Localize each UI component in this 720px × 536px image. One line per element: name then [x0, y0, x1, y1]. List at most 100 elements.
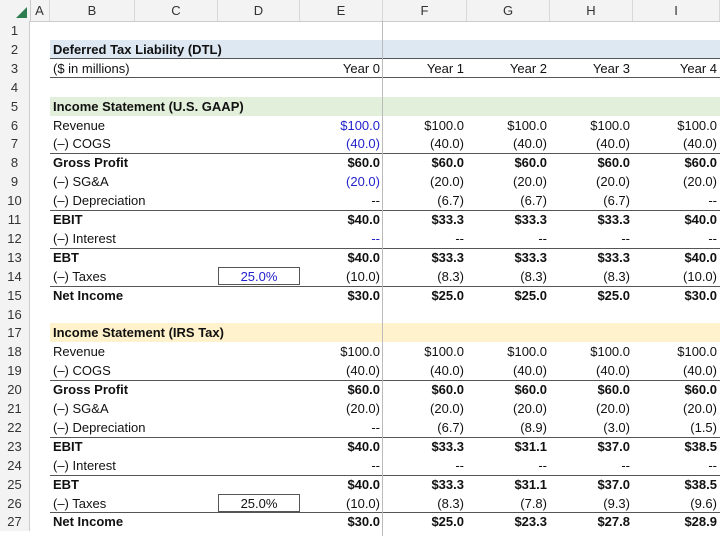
tax-rate-input[interactable]: 25.0%	[218, 266, 300, 285]
value-cell[interactable]: --	[708, 457, 717, 473]
value-cell[interactable]: --	[708, 193, 717, 209]
row-header-21[interactable]: 21	[0, 399, 30, 418]
row-header-13[interactable]: 13	[0, 247, 30, 267]
tax-rate-input[interactable]: 25.0%	[218, 493, 300, 512]
value-cell[interactable]: --	[621, 457, 630, 473]
value-cell[interactable]: --	[371, 419, 380, 435]
value-cell[interactable]: (20.0)	[430, 401, 464, 416]
title-cell[interactable]: Deferred Tax Liability (DTL)	[53, 41, 222, 57]
year-header-cell[interactable]: Year 4	[679, 60, 717, 76]
row-header-20[interactable]: 20	[0, 380, 30, 400]
value-cell[interactable]: $100.0	[507, 344, 547, 360]
value-cell[interactable]: $100.0	[677, 344, 717, 360]
value-cell[interactable]: $60.0	[431, 155, 464, 171]
row-label[interactable]: Revenue	[53, 344, 106, 360]
row-header-2[interactable]: 2	[0, 39, 30, 59]
value-cell[interactable]: (40.0)	[596, 136, 630, 152]
units-cell[interactable]: ($ in millions)	[53, 60, 130, 76]
row-header-8[interactable]: 8	[0, 153, 30, 173]
value-cell[interactable]: $60.0	[597, 382, 630, 398]
row-label[interactable]: EBIT	[53, 438, 83, 454]
value-cell[interactable]: (20.0)	[683, 174, 717, 190]
value-cell[interactable]: $25.0	[514, 287, 547, 303]
column-header-G[interactable]: G	[467, 0, 550, 21]
value-cell[interactable]: $33.3	[514, 212, 547, 227]
value-cell[interactable]: --	[538, 457, 547, 473]
row-header-10[interactable]: 10	[0, 191, 30, 211]
row-header-26[interactable]: 26	[0, 493, 30, 513]
value-cell[interactable]: (8.3)	[437, 495, 464, 511]
row-header-16[interactable]: 16	[0, 304, 30, 324]
value-cell[interactable]: $40.0	[684, 212, 717, 227]
row-header-1[interactable]: 1	[0, 21, 30, 40]
section-header[interactable]: Income Statement (IRS Tax)	[53, 325, 224, 341]
row-header-19[interactable]: 19	[0, 361, 30, 381]
value-cell[interactable]: $33.3	[431, 438, 464, 454]
row-header-27[interactable]: 27	[0, 512, 30, 532]
value-cell[interactable]: $30.0	[684, 287, 717, 303]
column-header-C[interactable]: C	[135, 0, 218, 21]
value-cell[interactable]: $100.0	[424, 344, 464, 360]
value-cell[interactable]: --	[455, 457, 464, 473]
value-cell[interactable]: $40.0	[347, 438, 380, 454]
value-cell[interactable]: (20.0)	[513, 174, 547, 190]
value-cell[interactable]: (40.0)	[683, 363, 717, 379]
value-cell[interactable]: $33.3	[597, 249, 630, 265]
row-label[interactable]: (–) Depreciation	[53, 419, 146, 435]
row-label[interactable]: EBT	[53, 249, 79, 265]
value-cell[interactable]: (20.0)	[596, 401, 630, 416]
row-header-15[interactable]: 15	[0, 285, 30, 305]
value-cell[interactable]: $30.0	[347, 287, 380, 303]
value-cell[interactable]: (20.0)	[346, 401, 380, 416]
value-cell[interactable]: --	[371, 230, 380, 246]
column-header-I[interactable]: I	[633, 0, 720, 21]
value-cell[interactable]: --	[621, 230, 630, 246]
row-label[interactable]: (–) Depreciation	[53, 193, 146, 209]
value-cell[interactable]: $60.0	[684, 382, 717, 398]
value-cell[interactable]: (40.0)	[346, 136, 380, 152]
column-header-B[interactable]: B	[50, 0, 135, 21]
section-header[interactable]: Income Statement (U.S. GAAP)	[53, 98, 244, 114]
value-cell[interactable]: $100.0	[424, 117, 464, 133]
value-cell[interactable]: (8.3)	[603, 268, 630, 284]
value-cell[interactable]: $40.0	[684, 249, 717, 265]
value-cell[interactable]: (40.0)	[596, 363, 630, 379]
select-all-corner[interactable]	[0, 0, 31, 21]
value-cell[interactable]: $33.3	[431, 212, 464, 227]
value-cell[interactable]: (40.0)	[430, 363, 464, 379]
value-cell[interactable]: (6.7)	[603, 193, 630, 209]
row-label[interactable]: (–) Taxes	[53, 495, 107, 511]
value-cell[interactable]: $31.1	[514, 438, 547, 454]
row-label[interactable]: EBT	[53, 476, 79, 492]
value-cell[interactable]: $100.0	[590, 344, 630, 360]
value-cell[interactable]: $33.3	[431, 476, 464, 492]
year-header-cell[interactable]: Year 2	[509, 60, 547, 76]
value-cell[interactable]: $60.0	[597, 155, 630, 171]
row-label[interactable]: Gross Profit	[53, 155, 129, 171]
value-cell[interactable]: $40.0	[347, 249, 380, 265]
value-cell[interactable]: (20.0)	[683, 401, 717, 416]
value-cell[interactable]: $60.0	[514, 155, 547, 171]
value-cell[interactable]: --	[708, 230, 717, 246]
row-header-7[interactable]: 7	[0, 134, 30, 154]
value-cell[interactable]: (20.0)	[513, 401, 547, 416]
row-header-17[interactable]: 17	[0, 323, 30, 343]
column-header-F[interactable]: F	[383, 0, 467, 21]
row-header-22[interactable]: 22	[0, 417, 30, 437]
value-cell[interactable]: (6.7)	[437, 193, 464, 209]
row-label[interactable]: Net Income	[53, 287, 124, 303]
row-label[interactable]: (–) COGS	[53, 363, 111, 379]
value-cell[interactable]: (9.3)	[603, 495, 630, 511]
value-cell[interactable]: $60.0	[431, 382, 464, 398]
row-header-12[interactable]: 12	[0, 228, 30, 248]
value-cell[interactable]: $40.0	[347, 212, 380, 227]
value-cell[interactable]: $33.3	[431, 249, 464, 265]
value-cell[interactable]: $100.0	[340, 344, 380, 360]
column-header-A[interactable]: A	[30, 0, 50, 21]
value-cell[interactable]: $38.5	[684, 476, 717, 492]
value-cell[interactable]: (40.0)	[513, 136, 547, 152]
value-cell[interactable]: $100.0	[590, 117, 630, 133]
value-cell[interactable]: (10.0)	[346, 495, 380, 511]
column-header-D[interactable]: D	[218, 0, 300, 21]
value-cell[interactable]: $23.3	[514, 514, 547, 530]
